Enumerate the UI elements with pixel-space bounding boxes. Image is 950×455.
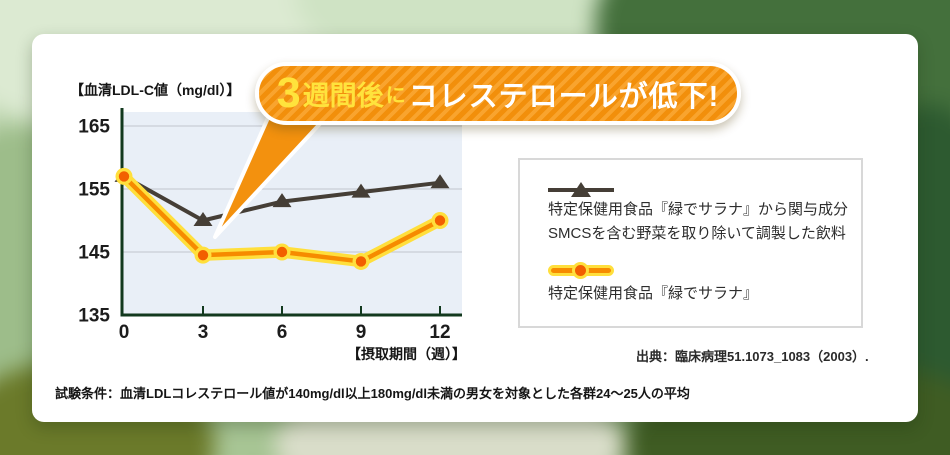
- callout-bubble: 3 週間後 に コレステロールが低下!: [255, 62, 741, 125]
- legend-box: 特定保健用食品『緑でサラナ』から関与成分 SMCSを含む野菜を取り除いて調製した…: [518, 158, 863, 328]
- x-axis-title: 【摂取期間（週）】: [347, 346, 466, 362]
- legend-control-line2: SMCSを含む野菜を取り除いて調製した飲料: [548, 225, 846, 242]
- callout-weeks: 週間後: [302, 81, 384, 111]
- ldl-line-chart: 165 155 145 135 0 3 6 9 12: [78, 98, 462, 343]
- sarana-series-marker-icon: [548, 262, 614, 279]
- svg-text:0: 0: [119, 322, 130, 343]
- legend-control-line1: 特定保健用食品『緑でサラナ』から関与成分: [548, 201, 849, 218]
- callout-number: 3: [276, 69, 301, 117]
- test-conditions-note: 試験条件：血清LDLコレステロール値が140mg/dl以上180mg/dl未満の…: [55, 386, 690, 401]
- source-citation: 出典：臨床病理51.1073_1083（2003）.: [636, 349, 869, 364]
- legend-item-control-label: 特定保健用食品『緑でサラナ』から関与成分 SMCSを含む野菜を取り除いて調製した…: [548, 198, 848, 246]
- svg-text:12: 12: [429, 322, 450, 343]
- callout-emphasis: コレステロールが低下!: [408, 80, 720, 113]
- svg-text:165: 165: [78, 117, 110, 138]
- svg-text:3: 3: [198, 322, 209, 343]
- svg-text:6: 6: [277, 322, 288, 343]
- triangle-marker-icon: [571, 182, 591, 197]
- y-axis-title: 【血清LDL-C値（mg/dl）】: [70, 82, 241, 98]
- svg-text:145: 145: [78, 243, 110, 264]
- svg-text:155: 155: [78, 180, 110, 201]
- callout-particle: に: [385, 85, 406, 107]
- legend-item-sarana-label: 特定保健用食品『緑でサラナ』: [548, 285, 759, 302]
- circle-marker-icon: [572, 262, 589, 279]
- control-series-marker-icon: [548, 182, 614, 197]
- svg-text:9: 9: [356, 322, 367, 343]
- svg-text:135: 135: [78, 306, 110, 327]
